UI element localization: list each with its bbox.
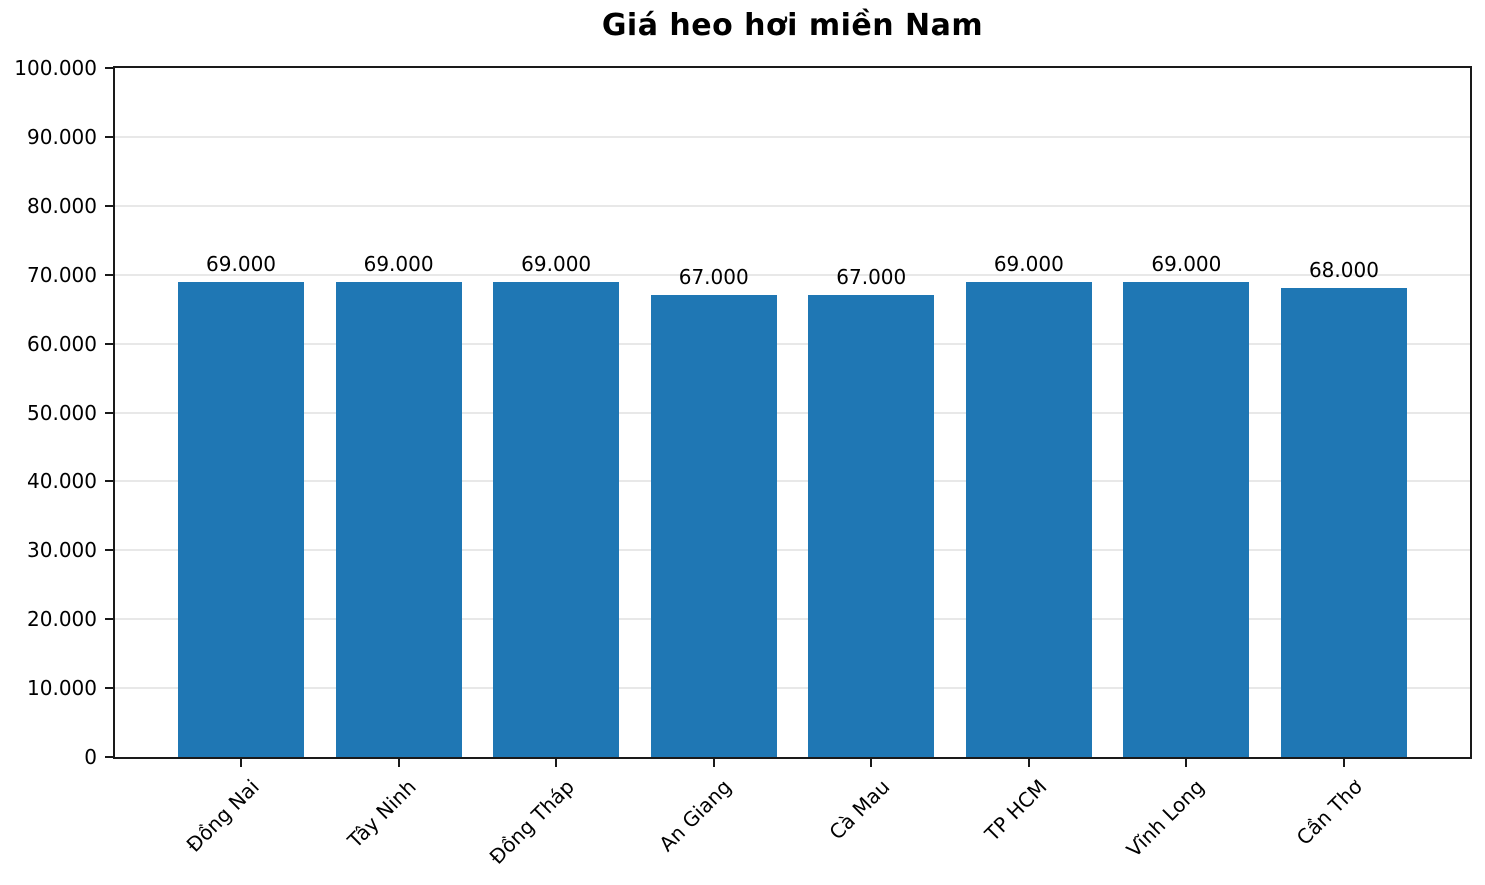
value-label: 69.000 <box>993 251 1064 276</box>
y-tick <box>105 204 113 207</box>
x-tick-label: Cà Mau <box>823 774 894 845</box>
value-label: 69.000 <box>363 251 434 276</box>
x-tick-label: Vĩnh Long <box>1121 774 1209 862</box>
y-tick-label: 60.000 <box>27 331 97 356</box>
bar <box>335 281 462 757</box>
gridline <box>115 618 1470 621</box>
y-tick <box>105 756 113 758</box>
y-axis: 0 10.000 20.000 30.000 40.000 50.000 60.000 70.… <box>0 58 113 767</box>
value-label: 67.000 <box>836 265 907 290</box>
gridline <box>115 480 1470 483</box>
bar <box>1280 288 1407 757</box>
bar <box>493 281 620 757</box>
value-label: 67.000 <box>678 265 749 290</box>
y-tick <box>105 618 113 621</box>
x-tick-label: An Giang <box>654 774 737 857</box>
y-tick <box>105 411 113 414</box>
x-tick <box>240 759 243 767</box>
y-tick-label: 90.000 <box>27 124 97 149</box>
x-tick <box>712 759 715 767</box>
x-tick <box>1027 759 1030 767</box>
y-tick <box>105 480 113 483</box>
bar <box>808 295 935 757</box>
x-tick-label: Đồng Tháp <box>484 774 579 869</box>
x-tick <box>1185 759 1188 767</box>
y-tick <box>105 135 113 138</box>
gridline <box>115 342 1470 345</box>
plot-area: 69.000 69.000 69.000 67.000 67.000 69.000 69.0… <box>113 66 1472 759</box>
value-label: 69.000 <box>206 251 277 276</box>
x-tick <box>397 759 400 767</box>
y-tick <box>105 549 113 552</box>
x-tick <box>870 759 873 767</box>
y-tick <box>105 342 113 345</box>
gridline <box>115 204 1470 207</box>
x-tick-label: TP HCM <box>980 774 1052 846</box>
y-tick-label: 40.000 <box>27 469 97 494</box>
x-tick-label: Đồng Nai <box>181 774 264 857</box>
y-tick-label: 20.000 <box>27 607 97 632</box>
gridline <box>115 549 1470 552</box>
bar <box>178 281 305 757</box>
value-label: 69.000 <box>521 251 592 276</box>
y-tick <box>105 273 113 276</box>
y-tick-label: 100.000 <box>14 56 97 80</box>
x-tick-label: Tây Ninh <box>343 774 422 853</box>
bar <box>1123 281 1250 757</box>
x-axis: Đồng Nai Tây Ninh Đồng Tháp An Giang Cà Mau T… <box>115 759 1470 885</box>
gridline <box>115 687 1470 690</box>
chart-title: Giá heo hơi miền Nam <box>601 8 984 43</box>
bar <box>965 281 1092 757</box>
y-tick-label: 30.000 <box>27 538 97 563</box>
gridline <box>115 411 1470 414</box>
gridline <box>115 135 1470 138</box>
y-tick <box>105 687 113 690</box>
value-label: 68.000 <box>1308 258 1379 283</box>
y-tick-label: 80.000 <box>27 193 97 218</box>
x-tick-label: Cần Thơ <box>1291 774 1367 850</box>
bar <box>650 295 777 757</box>
x-tick <box>1342 759 1345 767</box>
y-tick <box>105 67 113 69</box>
y-tick-label: 70.000 <box>27 262 97 287</box>
value-label: 69.000 <box>1151 251 1222 276</box>
y-tick-label: 50.000 <box>27 400 97 425</box>
gridline <box>115 273 1470 276</box>
y-tick-label: 10.000 <box>27 676 97 701</box>
x-tick <box>555 759 558 767</box>
y-tick-label: 0 <box>84 745 97 769</box>
